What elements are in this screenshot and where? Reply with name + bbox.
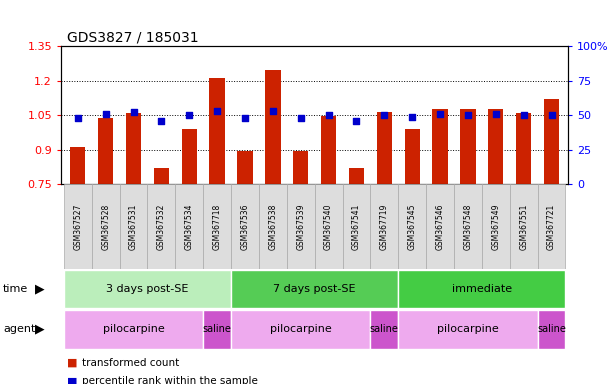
FancyBboxPatch shape — [315, 184, 343, 269]
Text: GSM367549: GSM367549 — [491, 203, 500, 250]
Bar — [181, 129, 197, 184]
Text: GSM367532: GSM367532 — [157, 204, 166, 250]
FancyBboxPatch shape — [231, 310, 370, 349]
FancyBboxPatch shape — [370, 310, 398, 349]
FancyBboxPatch shape — [231, 270, 398, 308]
Bar — [293, 151, 309, 184]
FancyBboxPatch shape — [175, 184, 203, 269]
Text: ▶: ▶ — [35, 323, 45, 336]
Text: 7 days post-SE: 7 days post-SE — [273, 284, 356, 294]
FancyBboxPatch shape — [398, 310, 538, 349]
Bar — [126, 113, 141, 184]
Text: saline: saline — [370, 324, 399, 334]
Bar — [544, 99, 559, 184]
Point — [491, 111, 500, 117]
Text: GSM367545: GSM367545 — [408, 203, 417, 250]
Text: GSM367718: GSM367718 — [213, 204, 222, 250]
Bar — [98, 118, 114, 184]
FancyBboxPatch shape — [454, 184, 482, 269]
Text: GSM367541: GSM367541 — [352, 204, 361, 250]
Bar — [210, 78, 225, 184]
Point — [268, 108, 278, 114]
Point — [324, 112, 334, 118]
Bar — [154, 168, 169, 184]
Point — [156, 118, 166, 124]
Bar — [321, 116, 336, 184]
FancyBboxPatch shape — [538, 310, 565, 349]
Text: saline: saline — [203, 324, 232, 334]
Text: pilocarpine: pilocarpine — [270, 324, 332, 334]
FancyBboxPatch shape — [398, 270, 565, 308]
FancyBboxPatch shape — [538, 184, 565, 269]
Point — [101, 111, 111, 117]
Text: agent: agent — [3, 324, 35, 334]
Bar — [265, 70, 280, 184]
FancyBboxPatch shape — [203, 310, 231, 349]
FancyBboxPatch shape — [482, 184, 510, 269]
Text: pilocarpine: pilocarpine — [437, 324, 499, 334]
Text: 3 days post-SE: 3 days post-SE — [106, 284, 189, 294]
FancyBboxPatch shape — [203, 184, 231, 269]
Point — [463, 112, 473, 118]
Text: GDS3827 / 185031: GDS3827 / 185031 — [67, 30, 199, 44]
Text: ■: ■ — [67, 376, 78, 384]
Point — [129, 109, 139, 116]
Text: time: time — [3, 284, 28, 294]
Text: ▶: ▶ — [35, 283, 45, 295]
FancyBboxPatch shape — [426, 184, 454, 269]
FancyBboxPatch shape — [370, 184, 398, 269]
Text: GSM367539: GSM367539 — [296, 203, 306, 250]
Text: GSM367721: GSM367721 — [547, 204, 556, 250]
FancyBboxPatch shape — [147, 184, 175, 269]
Text: GSM367536: GSM367536 — [241, 203, 249, 250]
Text: GSM367548: GSM367548 — [463, 204, 472, 250]
FancyBboxPatch shape — [120, 184, 147, 269]
Bar — [376, 112, 392, 184]
Text: GSM367528: GSM367528 — [101, 204, 110, 250]
Point — [519, 112, 529, 118]
Bar — [70, 147, 86, 184]
Text: percentile rank within the sample: percentile rank within the sample — [82, 376, 258, 384]
Text: GSM367540: GSM367540 — [324, 203, 333, 250]
Bar — [349, 168, 364, 184]
Bar — [237, 151, 253, 184]
Bar — [488, 109, 503, 184]
FancyBboxPatch shape — [64, 310, 203, 349]
Point — [296, 115, 306, 121]
Text: GSM367546: GSM367546 — [436, 203, 445, 250]
FancyBboxPatch shape — [92, 184, 120, 269]
Bar — [433, 109, 448, 184]
Text: GSM367534: GSM367534 — [185, 203, 194, 250]
Point — [73, 115, 82, 121]
Text: GSM367551: GSM367551 — [519, 204, 528, 250]
Point — [379, 112, 389, 118]
Text: GSM367531: GSM367531 — [129, 204, 138, 250]
FancyBboxPatch shape — [259, 184, 287, 269]
FancyBboxPatch shape — [510, 184, 538, 269]
Point — [408, 114, 417, 120]
FancyBboxPatch shape — [287, 184, 315, 269]
Text: saline: saline — [537, 324, 566, 334]
Bar — [516, 113, 532, 184]
FancyBboxPatch shape — [398, 184, 426, 269]
Point — [547, 112, 557, 118]
FancyBboxPatch shape — [64, 184, 92, 269]
Text: immediate: immediate — [452, 284, 512, 294]
Bar — [460, 109, 475, 184]
FancyBboxPatch shape — [64, 270, 231, 308]
Text: GSM367527: GSM367527 — [73, 204, 82, 250]
Point — [240, 115, 250, 121]
Point — [212, 108, 222, 114]
FancyBboxPatch shape — [343, 184, 370, 269]
Text: GSM367538: GSM367538 — [268, 204, 277, 250]
Point — [185, 112, 194, 118]
Point — [435, 111, 445, 117]
Bar — [404, 129, 420, 184]
Text: transformed count: transformed count — [82, 358, 180, 368]
FancyBboxPatch shape — [231, 184, 259, 269]
Text: pilocarpine: pilocarpine — [103, 324, 164, 334]
Text: GSM367719: GSM367719 — [380, 204, 389, 250]
Text: ■: ■ — [67, 358, 78, 368]
Point — [351, 118, 361, 124]
